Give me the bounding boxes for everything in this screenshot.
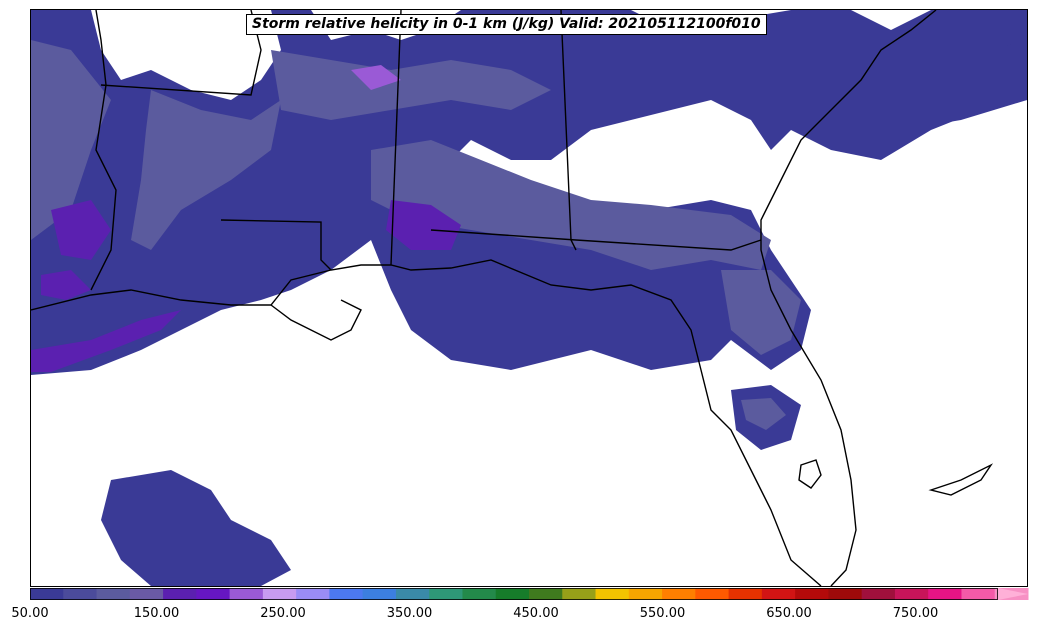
colorbar-segment (562, 588, 597, 600)
colorbar-segment (728, 588, 763, 600)
bahamas-island (928, 463, 994, 496)
map-title: Storm relative helicity in 0-1 km (J/kg)… (246, 14, 767, 35)
colorbar-segment (529, 588, 563, 600)
colorbar-segment (462, 588, 497, 600)
colorbar-segment (229, 588, 264, 600)
colorbar-segment (63, 588, 98, 600)
colorbar-segment (628, 588, 663, 600)
colorbar-labels: 50.00 150.00 250.00 350.00 450.00 550.00 650.0… (0, 606, 1037, 626)
colorbar-segment (329, 588, 364, 600)
colorbar-tick-label: 650.00 (766, 606, 812, 621)
boundaries (31, 10, 994, 586)
colorbar-segment (395, 588, 430, 600)
colorbar-outline (30, 588, 998, 600)
colorbar-segment (163, 588, 197, 600)
colorbar-segment (262, 588, 297, 600)
colorbar-segment (894, 588, 929, 600)
colorbar-segment (928, 588, 962, 600)
colorbar-segment (296, 588, 330, 600)
colorbar (30, 588, 1029, 600)
colorbar-segment (196, 588, 231, 600)
colorbar-segment (30, 588, 64, 600)
colorbar-segment (96, 588, 131, 600)
helicity-map (31, 10, 1027, 586)
colorbar-segment (961, 588, 996, 600)
colorbar-tick-label: 350.00 (386, 606, 433, 621)
colorbar-tick-label: 450.00 (513, 606, 559, 621)
colorbar-segment (495, 588, 530, 600)
gulf-coastline (31, 259, 822, 586)
colorbar-segment (695, 588, 730, 600)
map-panel (30, 9, 1028, 587)
colorbar-segment (429, 588, 463, 600)
colorbar-segment (129, 588, 164, 600)
state-line-ms-al (390, 10, 402, 266)
colorbar-segment (761, 588, 796, 600)
delta-coast (270, 299, 362, 341)
state-line-west (90, 10, 117, 291)
colorbar-tick-label: 50.00 (11, 606, 49, 621)
state-line-la-ms (220, 219, 332, 271)
colorbar-tick-label: 250.00 (260, 606, 306, 621)
state-line-fl-ga (430, 229, 762, 251)
colorbar-tick-label: 550.00 (639, 606, 686, 621)
colorbar-segment (595, 588, 630, 600)
helicity-shading (31, 10, 1027, 586)
colorbar-segment (662, 588, 696, 600)
colorbar-tick-label: 150.00 (133, 606, 180, 621)
colorbar-tick-label: 750.00 (892, 606, 939, 621)
colorbar-extend-arrow (998, 588, 1028, 600)
colorbar-segment (861, 588, 896, 600)
colorbar-segment (828, 588, 863, 600)
colorbar-segment (362, 588, 397, 600)
lake-okeechobee (798, 459, 822, 489)
atlantic-coastline (760, 10, 937, 586)
colorbar-segment (795, 588, 829, 600)
